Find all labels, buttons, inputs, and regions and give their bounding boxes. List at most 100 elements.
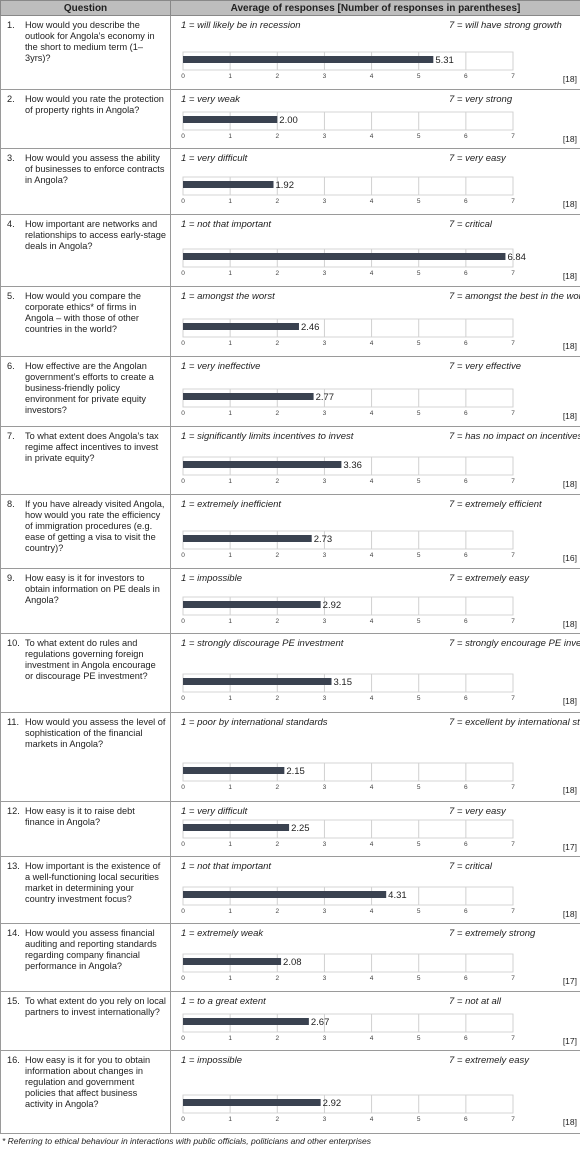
- tick-label: 6: [464, 410, 468, 417]
- tick-label: 0: [181, 1035, 185, 1042]
- question-cell: 12. How easy is it to raise debt finance …: [0, 800, 171, 857]
- scale-right-label: 7 = very easy: [449, 153, 507, 164]
- response-chart-cell: 1 = very ineffective 7 = very effective 0 1…: [170, 355, 580, 427]
- question-row: 9. How easy is it for investors to obtain…: [0, 567, 580, 635]
- question-cell: 13. How important is the existence of a w…: [0, 855, 171, 925]
- question-cell: 5. How would you compare the corporate et…: [0, 286, 171, 357]
- tick-label: 0: [181, 975, 185, 982]
- question-number: 13.: [7, 860, 20, 871]
- tick-label: 7: [511, 410, 515, 417]
- question-row: 2. How would you rate the protection of p…: [0, 89, 580, 150]
- value-label: 3.15: [334, 677, 353, 688]
- question-row: 11. How would you assess the level of sop…: [0, 711, 580, 802]
- tick-label: 4: [370, 410, 374, 417]
- question-text: How important is the existence of a well…: [25, 860, 161, 904]
- response-chart-cell: 1 = not that important 7 = critical 0 1 2 3 4 5…: [170, 214, 580, 287]
- response-bar: [183, 890, 387, 898]
- tick-label: 7: [511, 618, 515, 625]
- value-label: 2.25: [291, 823, 310, 834]
- response-count: [18]: [563, 696, 577, 706]
- tick-label: 7: [511, 198, 515, 205]
- question-text: How would you rate the protection of pro…: [25, 94, 164, 116]
- response-count: [18]: [563, 341, 577, 351]
- question-number: 1.: [7, 20, 15, 30]
- tick-label: 5: [417, 198, 421, 205]
- question-row: 16. How easy is it for you to obtain info…: [0, 1050, 580, 1134]
- question-number: 4.: [7, 219, 15, 230]
- question-row: 1. How would you describe the outlook for…: [0, 14, 580, 91]
- tick-label: 4: [370, 1035, 374, 1042]
- response-chart-cell: 1 = not that important 7 = critical 0 1 2 3 4 5…: [170, 855, 580, 925]
- tick-label: 3: [323, 340, 327, 347]
- tick-label: 1: [228, 618, 232, 625]
- response-chart: 1 = very weak 7 = very strong 0 1 2 3 4 5 6 7 2.00…: [181, 94, 577, 144]
- response-count: [18]: [563, 909, 577, 919]
- tick-label: 4: [370, 270, 374, 277]
- response-chart: 1 = very difficult 7 = very easy 0 1 2 3 4 5 6 7 1…: [181, 153, 577, 209]
- response-chart-cell: 1 = very difficult 7 = very easy 0 1 2 3 4 5 6 7 2…: [170, 800, 580, 857]
- question-row: 6. How effective are the Angolan governme…: [0, 355, 580, 427]
- response-chart-cell: 1 = impossible 7 = extremely easy 0 1 2 3 4 5 6 7…: [170, 567, 580, 635]
- response-bar: [183, 534, 312, 542]
- question-number: 14.: [7, 928, 20, 939]
- question-number: 9.: [7, 572, 15, 583]
- tick-label: 2: [275, 410, 279, 417]
- scale-left-label: 1 = will likely be in recession: [181, 20, 301, 31]
- tick-label: 1: [228, 410, 232, 417]
- value-label: 2.67: [311, 1017, 330, 1028]
- response-bar: [183, 1099, 321, 1107]
- question-text: How would you describe the outlook for A…: [25, 20, 155, 63]
- response-count: [18]: [563, 199, 577, 209]
- tick-label: 2: [275, 340, 279, 347]
- tick-label: 0: [181, 1116, 185, 1123]
- question-row: 8. If you have already visited Angola, ho…: [0, 493, 580, 569]
- response-bar: [183, 958, 282, 966]
- tick-label: 4: [370, 133, 374, 140]
- tick-label: 0: [181, 618, 185, 625]
- question-rows: 1. How would you describe the outlook for…: [0, 14, 580, 1134]
- question-cell: 7. To what extent does Angola’s tax regim…: [0, 425, 171, 495]
- tick-label: 1: [228, 270, 232, 277]
- scale-left-label: 1 = significantly limits incentives to i…: [181, 431, 354, 442]
- scale-left-label: 1 = impossible: [181, 573, 242, 584]
- tick-label: 7: [511, 908, 515, 915]
- question-text: How easy is it to raise debt finance in …: [25, 805, 135, 827]
- tick-label: 7: [511, 1035, 515, 1042]
- tick-label: 4: [370, 198, 374, 205]
- tick-label: 5: [417, 73, 421, 80]
- response-bar: [183, 766, 285, 774]
- value-label: 5.31: [435, 55, 454, 66]
- response-count: [18]: [563, 74, 577, 84]
- tick-label: 1: [228, 73, 232, 80]
- scale-left-label: 1 = not that important: [181, 861, 271, 872]
- tick-label: 5: [417, 478, 421, 485]
- tick-label: 3: [323, 270, 327, 277]
- tick-label: 7: [511, 478, 515, 485]
- question-number: 12.: [7, 805, 20, 816]
- question-number: 5.: [7, 291, 15, 301]
- tick-label: 3: [323, 908, 327, 915]
- value-label: 1.92: [276, 180, 295, 191]
- tick-label: 1: [228, 1035, 232, 1042]
- tick-label: 0: [181, 478, 185, 485]
- question-text: How effective are the Angolan government…: [25, 360, 154, 415]
- question-row: 7. To what extent does Angola’s tax regim…: [0, 425, 580, 495]
- tick-label: 0: [181, 695, 185, 702]
- scale-left-label: 1 = amongst the worst: [181, 291, 275, 302]
- tick-label: 6: [464, 841, 468, 848]
- tick-label: 5: [417, 270, 421, 277]
- response-bar: [183, 56, 434, 63]
- response-count: [18]: [563, 619, 577, 629]
- question-number: 3.: [7, 153, 15, 164]
- value-label: 4.31: [388, 890, 407, 901]
- response-chart-cell: 1 = to a great extent 7 = not at all 0 1 2 3 4…: [170, 991, 580, 1052]
- question-text: How would you assess the ability of busi…: [25, 153, 165, 186]
- tick-label: 4: [370, 841, 374, 848]
- tick-label: 6: [464, 478, 468, 485]
- tick-label: 4: [370, 784, 374, 791]
- tick-label: 1: [228, 695, 232, 702]
- scale-right-label: 7 = critical: [449, 861, 493, 872]
- tick-label: 1: [228, 841, 232, 848]
